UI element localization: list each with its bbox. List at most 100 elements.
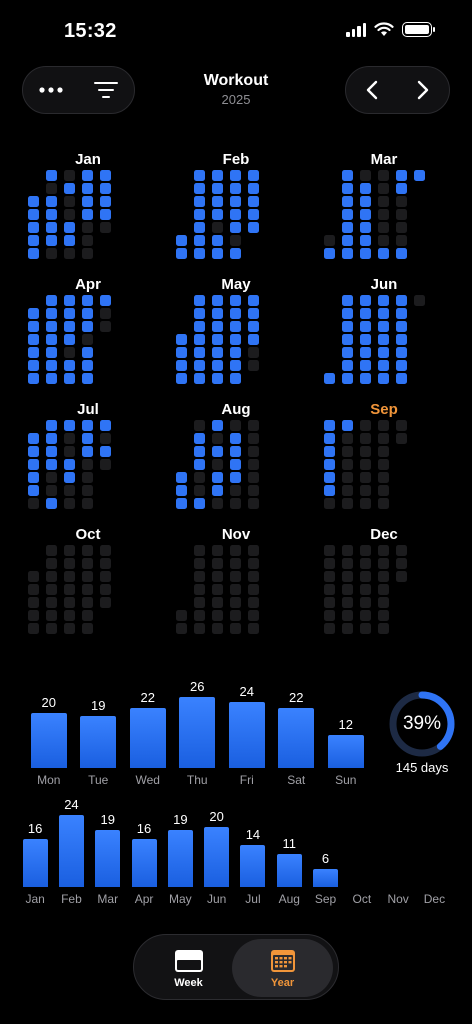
- day-cell: [28, 623, 39, 634]
- day-cell: [396, 222, 407, 233]
- day-cell: [396, 433, 407, 444]
- day-cell: [46, 308, 57, 319]
- day-cell: [194, 334, 205, 345]
- day-cell: [378, 360, 389, 371]
- month-sep[interactable]: Sep: [310, 395, 458, 514]
- day-cell: [342, 498, 353, 509]
- day-cell: [28, 209, 39, 220]
- filter-button[interactable]: [84, 70, 128, 110]
- more-button[interactable]: [29, 70, 73, 110]
- day-cell: [360, 498, 371, 509]
- day-cell: [378, 373, 389, 384]
- day-cell: [82, 248, 93, 259]
- day-cell: [194, 222, 205, 233]
- bar-category-label: Aug: [278, 892, 300, 906]
- day-cell: [342, 183, 353, 194]
- day-cell: [396, 334, 407, 345]
- month-jan[interactable]: Jan: [14, 145, 162, 264]
- day-cell: [342, 222, 353, 233]
- bar-column: 20: [199, 809, 235, 887]
- month-nov[interactable]: Nov: [162, 520, 310, 639]
- month-jun[interactable]: Jun: [310, 270, 458, 389]
- day-cell: [248, 209, 259, 220]
- day-cell: [212, 347, 223, 358]
- chevron-left-icon: [366, 80, 377, 100]
- day-cell: [342, 347, 353, 358]
- month-feb[interactable]: Feb: [162, 145, 310, 264]
- day-cell: [194, 209, 205, 220]
- day-cell: [82, 498, 93, 509]
- day-cell: [194, 571, 205, 582]
- day-cell: [324, 420, 335, 431]
- tab-year-label: Year: [270, 977, 295, 989]
- day-cell: [230, 170, 241, 181]
- month-name: May: [221, 276, 251, 293]
- day-cell: [64, 571, 75, 582]
- day-cell: [396, 183, 407, 194]
- day-cell: [396, 170, 407, 181]
- day-cell: [100, 545, 111, 556]
- day-cell: [46, 360, 57, 371]
- day-cell: [194, 472, 205, 483]
- day-cell: [342, 584, 353, 595]
- next-year-button[interactable]: [401, 70, 445, 110]
- day-cell: [212, 472, 223, 483]
- day-cell: [248, 610, 259, 621]
- day-cell: [230, 472, 241, 483]
- previous-year-button[interactable]: [350, 70, 394, 110]
- tab-year[interactable]: Year: [232, 939, 333, 997]
- day-cell: [378, 545, 389, 556]
- day-cell: [378, 222, 389, 233]
- bar: [278, 707, 315, 768]
- month-mar[interactable]: Mar: [310, 145, 458, 264]
- day-cell: [378, 623, 389, 634]
- day-cell: [28, 571, 39, 582]
- day-cell: [360, 420, 371, 431]
- day-cell: [28, 597, 39, 608]
- bar-column: 6: [307, 851, 343, 887]
- bar-category-label: Tue: [88, 773, 109, 787]
- bar-column: 24: [53, 797, 89, 887]
- month-dec[interactable]: Dec: [310, 520, 458, 639]
- day-cell: [248, 347, 259, 358]
- day-cell: [212, 183, 223, 194]
- status-icons: [346, 22, 435, 37]
- bar-category-label: Fri: [239, 773, 254, 787]
- bar-value-label: 16: [27, 821, 43, 836]
- day-cell: [82, 183, 93, 194]
- month-apr[interactable]: Apr: [14, 270, 162, 389]
- day-cell: [248, 545, 259, 556]
- day-cell: [324, 558, 335, 569]
- day-cell: [396, 248, 407, 259]
- day-cell: [360, 321, 371, 332]
- day-cell: [46, 373, 57, 384]
- month-may[interactable]: May: [162, 270, 310, 389]
- day-cell: [342, 209, 353, 220]
- progress-ring-icon: [389, 691, 455, 757]
- day-cell: [378, 610, 389, 621]
- day-cell: [230, 360, 241, 371]
- day-cell: [64, 183, 75, 194]
- day-cell: [64, 584, 75, 595]
- bar: [240, 845, 266, 887]
- month-aug[interactable]: Aug: [162, 395, 310, 514]
- day-cell: [28, 308, 39, 319]
- month-oct[interactable]: Oct: [14, 520, 162, 639]
- month-jul[interactable]: Jul: [14, 395, 162, 514]
- day-cell: [342, 235, 353, 246]
- bar-category-label: Nov: [387, 892, 409, 906]
- day-cell: [28, 472, 39, 483]
- day-cell: [64, 235, 75, 246]
- header-left-controls: [22, 66, 135, 114]
- day-cell: [46, 347, 57, 358]
- day-cell: [64, 222, 75, 233]
- bar-column: 22: [123, 690, 173, 768]
- bar-value-label: 26: [190, 678, 205, 694]
- day-cell: [396, 308, 407, 319]
- day-cell: [46, 222, 57, 233]
- day-cell: [100, 308, 111, 319]
- bar-category-label: Jul: [245, 892, 261, 906]
- tab-week[interactable]: Week: [138, 939, 239, 997]
- year-calendar: Jan Feb Mar Apr May Jun Jul Aug Sep Oct Nov Dec: [14, 145, 458, 639]
- day-cell: [230, 334, 241, 345]
